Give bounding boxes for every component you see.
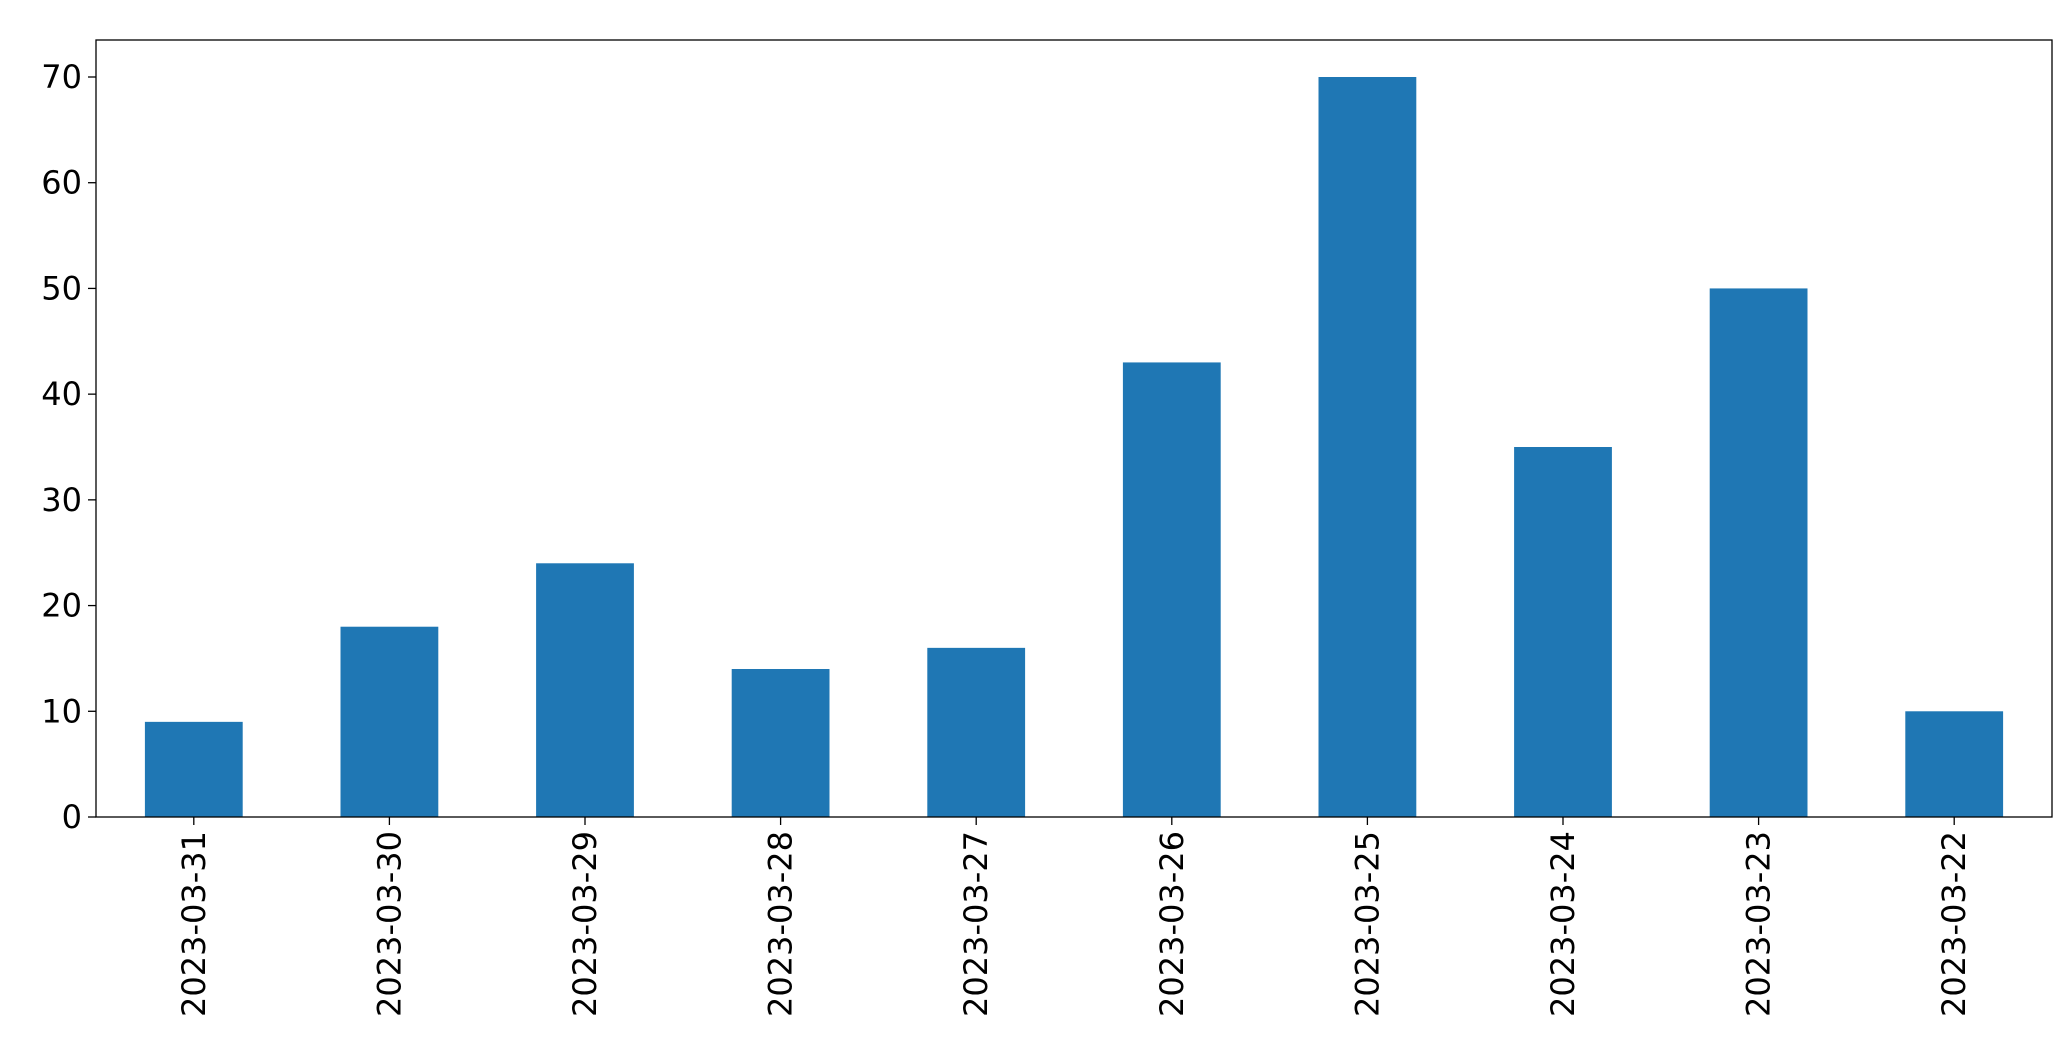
y-tick-label: 50 bbox=[41, 269, 82, 307]
plot-frame bbox=[95, 39, 2053, 818]
bar bbox=[536, 563, 634, 817]
y-tick-label: 40 bbox=[41, 375, 82, 413]
x-tick-label: 2023-03-23 bbox=[1740, 831, 1778, 1017]
x-tick-label: 2023-03-28 bbox=[762, 831, 800, 1017]
x-tick-label: 2023-03-31 bbox=[175, 831, 213, 1017]
y-tick-label: 20 bbox=[41, 587, 82, 625]
bar bbox=[1709, 288, 1808, 817]
bar bbox=[1122, 362, 1221, 817]
x-tick-label: 2023-03-26 bbox=[1153, 831, 1191, 1017]
y-tick-label: 60 bbox=[41, 164, 82, 202]
x-tick-label: 2023-03-22 bbox=[1935, 831, 1973, 1017]
x-tick-label: 2023-03-30 bbox=[370, 831, 408, 1017]
bar bbox=[927, 647, 1026, 817]
bar bbox=[1905, 711, 2004, 817]
y-tick-label: 0 bbox=[62, 798, 82, 836]
bar bbox=[144, 721, 243, 817]
bar bbox=[731, 669, 830, 817]
y-tick-label: 30 bbox=[41, 481, 82, 519]
x-tick-label: 2023-03-24 bbox=[1544, 831, 1582, 1017]
y-tick-label: 10 bbox=[41, 692, 82, 730]
x-tick-label: 2023-03-29 bbox=[566, 831, 604, 1017]
x-tick-label: 2023-03-25 bbox=[1348, 831, 1386, 1017]
y-tick-label: 70 bbox=[41, 58, 82, 96]
x-tick-label: 2023-03-27 bbox=[957, 831, 995, 1017]
bar bbox=[1318, 77, 1417, 817]
bar bbox=[1514, 447, 1612, 817]
bar bbox=[340, 626, 439, 817]
